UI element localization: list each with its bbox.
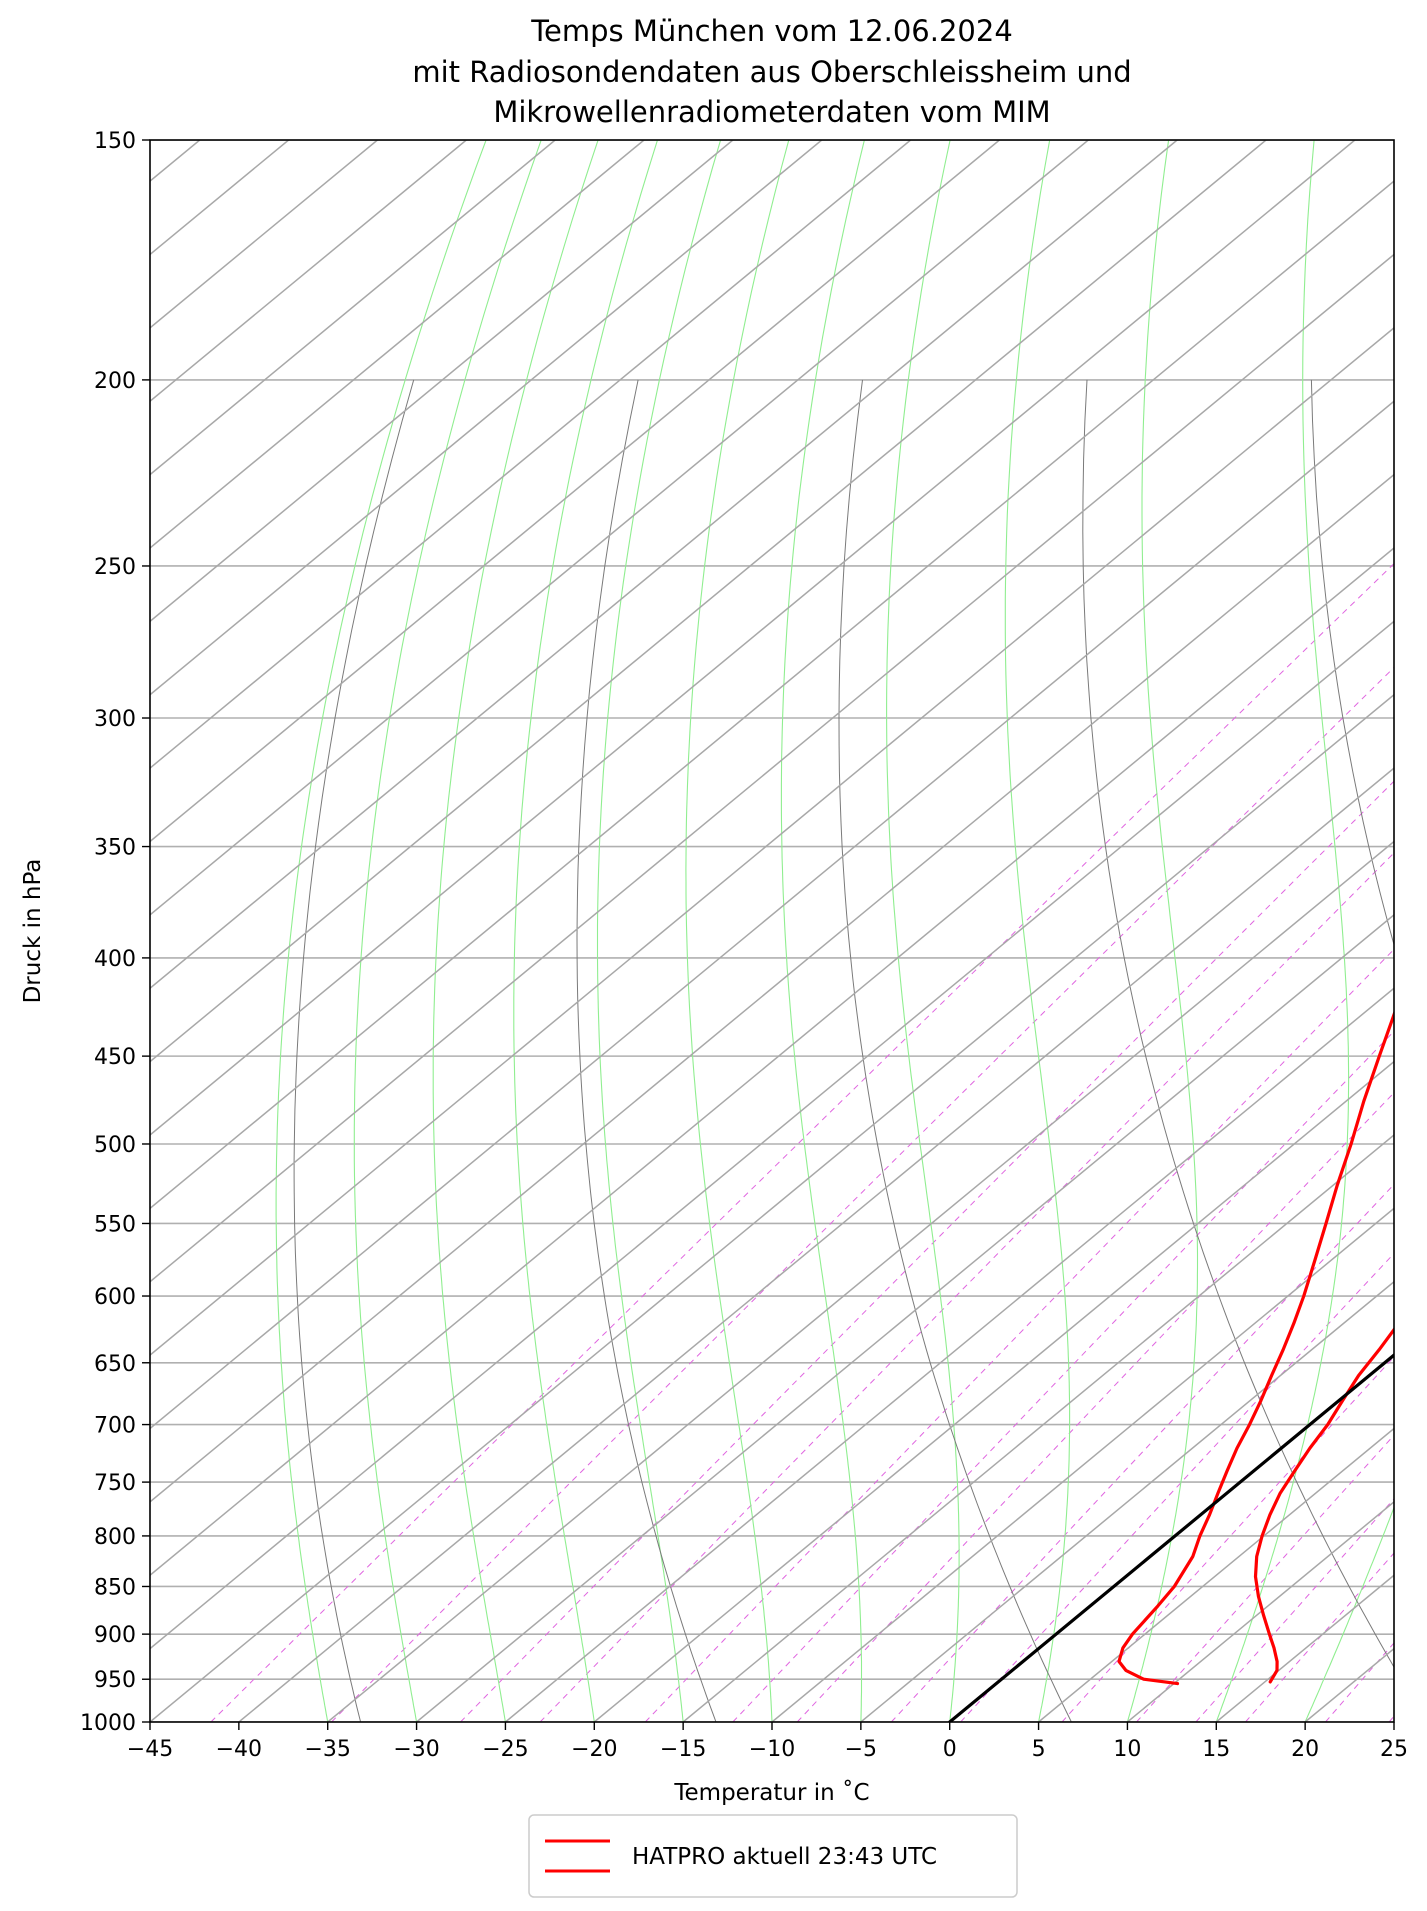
isotherm [0,140,911,1722]
x-tick-label: −15 [660,1737,706,1762]
isotherm [0,140,377,1722]
moist-adiabat [1127,140,1197,1722]
moist-adiabat [686,140,789,1722]
plot-frame [150,140,1394,1722]
x-tick-label: −5 [845,1737,877,1762]
x-tick-label: 20 [1291,1737,1319,1762]
skewed-isotherms [0,140,1427,1722]
moist-adiabat [354,140,541,1722]
mixing-ratio-line [461,421,1427,1722]
x-tick-label: −20 [571,1737,617,1762]
isotherm [772,140,1427,1722]
x-axis-label: Temperatur in ˚C [673,1779,869,1806]
y-tick-label: 350 [94,836,136,861]
y-tick-label: 700 [94,1414,136,1439]
mixing-ratio-line [645,421,1427,1722]
moist-adiabat [1305,140,1427,1722]
isotherm [1216,140,1427,1722]
chart-title-line-2: mit Radiosondendaten aus Oberschleisshei… [412,55,1131,89]
y-tick-label: 950 [94,1668,136,1693]
y-tick-label: 750 [94,1471,136,1496]
y-tick-label: 900 [94,1623,136,1648]
chart-title-line-3: Mikrowellenradiometerdaten vom MIM [493,95,1050,129]
y-tick-label: 150 [94,129,136,154]
temperature-profile [1256,542,1427,1682]
isotherm [1305,140,1427,1722]
mixing-ratio-line [1246,421,1427,1722]
legend-label: HATPRO aktuell 23:43 UTC [632,1844,937,1870]
x-tick-label: −35 [304,1737,350,1762]
y-tick-label: 500 [94,1133,136,1158]
x-axis-ticks: −45 −40 −35 −30 −25 −20 −15 −10 −5 0 5 10 15 20 25 [127,1722,1408,1762]
y-axis-ticks: 1000 950 900 850 800 750 700 650 600 550 500 450 400… [80,129,150,1736]
isotherm [683,140,1427,1722]
legend: HATPRO aktuell 23:43 UTC [529,1815,1017,1897]
y-tick-label: 850 [94,1575,136,1600]
x-tick-label: −25 [482,1737,528,1762]
x-tick-label: 10 [1113,1737,1141,1762]
pressure-gridlines [150,140,1394,1722]
isotherm [0,140,1427,1722]
dry-adiabat [294,380,414,1722]
mixing-ratio-line [961,421,1427,1722]
moist-adiabat [887,140,960,1722]
y-tick-label: 600 [94,1285,136,1310]
mixing-ratio-line [733,421,1427,1722]
x-tick-label: −10 [749,1737,795,1762]
y-tick-label: 200 [94,369,136,394]
chart-title-line-1: Temps München vom 12.06.2024 [530,14,1013,48]
y-tick-label: 300 [94,707,136,732]
y-tick-label: 1000 [80,1711,136,1736]
y-tick-label: 550 [94,1212,136,1237]
x-tick-label: 25 [1380,1737,1408,1762]
y-axis-label: Druck in hPa [20,859,46,1004]
y-tick-label: 400 [94,947,136,972]
y-tick-label: 800 [94,1525,136,1550]
y-tick-label: 250 [94,555,136,580]
isotherm [0,140,1088,1722]
isotherm [0,140,1427,1722]
x-tick-label: −30 [393,1737,439,1762]
chart-title: Temps München vom 12.06.2024 mit Radioso… [412,14,1131,129]
isotherm [0,140,1266,1722]
x-tick-label: −45 [127,1737,173,1762]
mixing-ratio-line [332,421,1427,1722]
isotherm [1039,140,1427,1722]
isotherm [0,140,1427,1722]
mixing-ratio-line [891,421,1427,1722]
isotherm [0,140,1177,1722]
isotherm [0,140,1427,1722]
isotherm [0,140,555,1722]
dry-adiabat [1311,380,1427,1722]
x-tick-label: 5 [1032,1737,1046,1762]
isotherm [0,140,1427,1722]
y-tick-label: 450 [94,1045,136,1070]
isotherm [950,140,1427,1722]
isotherm [239,140,1427,1722]
x-tick-label: 15 [1202,1737,1230,1762]
moist-adiabats [276,140,1427,1722]
isotherm [505,140,1427,1722]
mixing-ratio-line [797,421,1427,1722]
moist-adiabat [1394,140,1427,1722]
y-tick-label: 650 [94,1352,136,1377]
isotherm [0,140,1355,1722]
data-series [950,542,1427,1722]
mixing-ratio-lines [211,421,1427,1722]
mixing-ratio-line [1326,421,1427,1722]
isotherm [0,140,1427,1722]
isotherm [594,140,1427,1722]
x-tick-label: 0 [943,1737,957,1762]
mixing-ratio-line [211,421,1427,1722]
isotherm [328,140,1427,1722]
x-tick-label: −40 [216,1737,262,1762]
isotherm [1394,140,1427,1722]
